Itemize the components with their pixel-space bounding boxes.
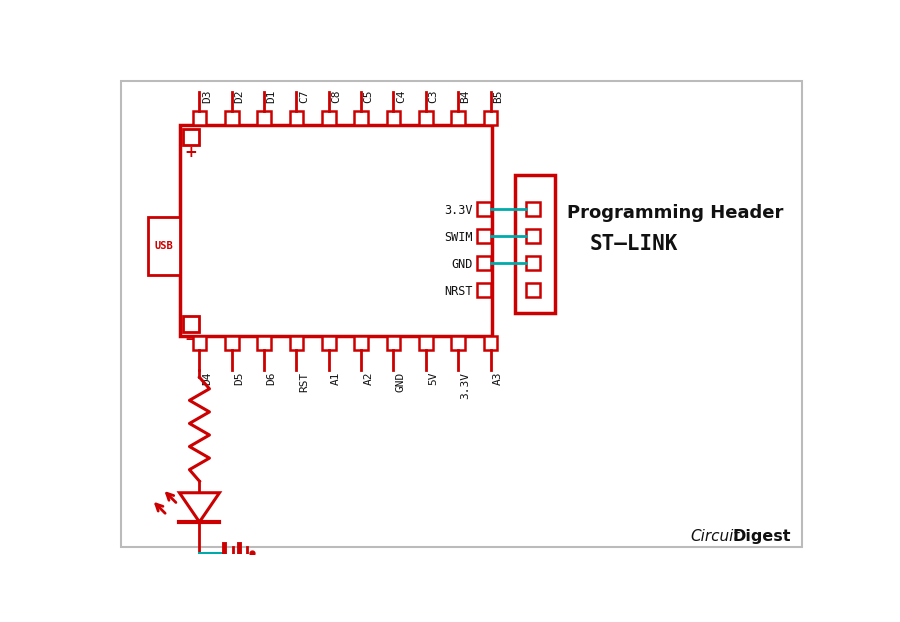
Bar [483, 111, 498, 124]
Text: 3.3V: 3.3V [461, 372, 471, 399]
Text: NRST: NRST [445, 284, 473, 297]
Text: D3: D3 [202, 90, 211, 103]
Bar [355, 337, 368, 350]
Text: C7: C7 [299, 90, 309, 103]
Bar [290, 111, 303, 124]
Bar [418, 337, 433, 350]
Polygon shape [179, 493, 220, 522]
Text: GND: GND [396, 372, 406, 392]
Text: A1: A1 [331, 372, 341, 386]
Bar [451, 337, 465, 350]
Text: A3: A3 [493, 372, 503, 386]
Bar [193, 337, 206, 350]
Text: C4: C4 [396, 90, 406, 103]
Bar [477, 230, 490, 243]
Text: Digest: Digest [733, 529, 791, 544]
Text: −: − [184, 332, 197, 347]
Text: ST–LINK: ST–LINK [590, 234, 679, 254]
Bar [387, 337, 400, 350]
Bar [355, 111, 368, 124]
Text: C8: C8 [331, 90, 341, 103]
Bar [483, 337, 498, 350]
Text: 5V: 5V [428, 372, 438, 386]
Bar [290, 337, 303, 350]
Text: USB: USB [155, 241, 174, 251]
Bar [193, 111, 206, 124]
Bar [418, 111, 433, 124]
Bar [526, 230, 540, 243]
Text: B4: B4 [461, 90, 471, 103]
Text: SWIM: SWIM [445, 231, 473, 244]
Bar [477, 256, 490, 270]
Text: RST: RST [299, 372, 309, 392]
Text: C3: C3 [428, 90, 438, 103]
Bar [526, 202, 540, 216]
Bar [257, 111, 271, 124]
Bar [387, 111, 400, 124]
Bar [184, 317, 199, 332]
Bar [477, 283, 490, 297]
Text: 3.3V: 3.3V [445, 203, 473, 216]
Text: Circuit: Circuit [690, 529, 740, 544]
Text: D2: D2 [234, 90, 244, 103]
Text: D5: D5 [234, 372, 244, 386]
Text: D4: D4 [202, 372, 211, 386]
Bar [526, 283, 540, 297]
Bar [515, 175, 555, 313]
Bar [451, 111, 465, 124]
Text: Programming Header: Programming Header [567, 204, 783, 222]
Bar [477, 202, 490, 216]
Bar [526, 256, 540, 270]
Bar [148, 217, 180, 275]
Text: D1: D1 [266, 90, 276, 103]
Bar [322, 111, 336, 124]
Bar [225, 337, 238, 350]
Text: B5: B5 [493, 90, 503, 103]
Text: D6: D6 [266, 372, 276, 386]
Text: +: + [184, 145, 197, 160]
Text: A2: A2 [364, 372, 374, 386]
Bar [257, 337, 271, 350]
Bar [322, 337, 336, 350]
Bar [225, 111, 238, 124]
Bar [180, 124, 492, 337]
Text: C5: C5 [364, 90, 374, 103]
Bar [184, 129, 199, 145]
Text: GND: GND [452, 258, 472, 271]
